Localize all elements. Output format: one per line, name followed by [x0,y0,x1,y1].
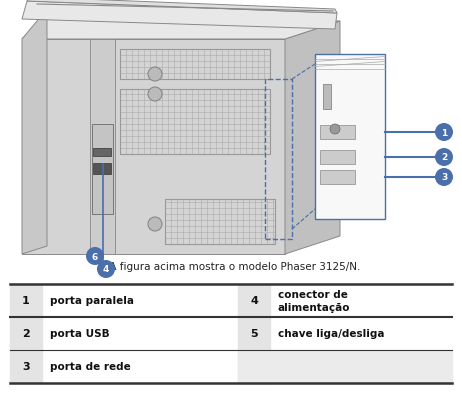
Text: porta de rede: porta de rede [50,362,131,372]
Polygon shape [27,0,337,14]
Text: conector de
alimentação: conector de alimentação [278,290,351,312]
Text: 2: 2 [22,329,30,339]
Polygon shape [92,125,113,214]
Bar [120,90,270,155]
Bar [320,171,355,184]
Polygon shape [10,350,42,383]
Text: * A figura acima mostra o modelo Phaser 3125/N.: * A figura acima mostra o modelo Phaser … [101,261,361,271]
Circle shape [148,218,162,231]
Polygon shape [285,22,340,254]
Text: 1: 1 [22,296,30,306]
Text: porta USB: porta USB [50,329,109,339]
Polygon shape [10,284,42,317]
Bar [323,85,331,110]
Polygon shape [22,40,285,254]
Bar [320,126,355,139]
Text: 5: 5 [250,329,258,339]
Polygon shape [22,10,47,254]
Circle shape [97,261,115,278]
Text: 3: 3 [441,173,447,182]
Bar [265,80,292,239]
Circle shape [435,124,453,142]
Text: 2: 2 [441,153,447,162]
Polygon shape [238,350,270,383]
Bar [315,55,385,220]
Polygon shape [238,350,452,383]
Bar [165,200,275,245]
Text: porta paralela: porta paralela [50,296,134,306]
Bar [320,151,355,164]
Text: 3: 3 [22,362,30,372]
Text: chave liga/desliga: chave liga/desliga [278,329,384,339]
Bar [93,164,111,175]
Polygon shape [238,284,270,317]
Polygon shape [22,2,337,30]
Circle shape [148,68,162,82]
Polygon shape [22,10,340,40]
Text: 4: 4 [103,265,109,274]
Circle shape [435,148,453,166]
Polygon shape [10,317,42,350]
Circle shape [148,88,162,102]
Polygon shape [90,40,115,254]
Polygon shape [238,317,270,350]
Circle shape [435,169,453,187]
Circle shape [86,247,104,265]
Bar [93,148,111,157]
Bar [120,50,270,80]
Text: 4: 4 [250,296,258,306]
Text: 6: 6 [92,252,98,261]
Circle shape [330,125,340,135]
Text: 1: 1 [441,128,447,137]
